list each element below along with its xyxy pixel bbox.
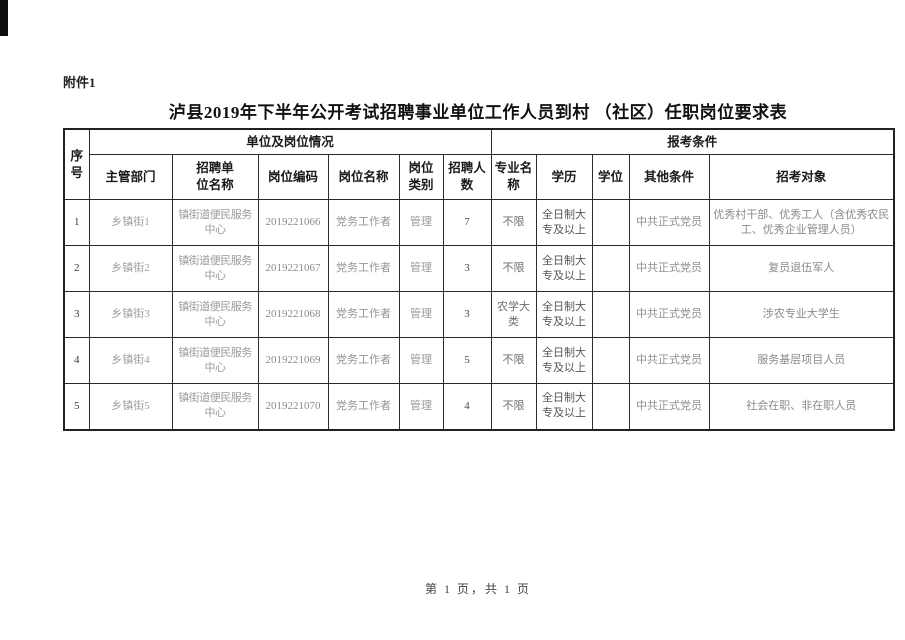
cell-major: 不限 <box>490 337 537 384</box>
col-header-other-conditions: 其他条件 <box>628 154 710 200</box>
cell-cat: 管理 <box>398 337 444 384</box>
col-header-education: 学历 <box>535 154 593 200</box>
col-header-degree: 学位 <box>591 154 630 200</box>
table-row: 3 乡镇街3 镇街道便民服务中心 2019221068 党务工作者 管理 3 农学大类 全日制大… <box>63 291 895 338</box>
cell-edu: 全日制大 专及以上 <box>535 337 593 384</box>
table-row: 2 乡镇街2 镇街道便民服务中心 2019221067 党务工作者 管理 3 不限 全日制大 专… <box>63 245 895 292</box>
cell-edu: 全日制大 专及以上 <box>535 291 593 338</box>
col-header-target-applicants: 招考对象 <box>708 154 895 200</box>
attachment-label: 附件1 <box>63 75 96 90</box>
cell-cat: 管理 <box>398 199 444 246</box>
cell-major: 不限 <box>490 383 537 430</box>
table-row: 5 乡镇街5 镇街道便民服务中心 2019221070 党务工作者 管理 4 不限 全日制大 专… <box>63 383 895 430</box>
col-header-serial: 序 号 <box>63 128 90 200</box>
cell-other: 中共正式党员 <box>628 383 710 430</box>
table-row: 4 乡镇街4 镇街道便民服务中心 2019221069 党务工作者 管理 5 不限 全日制大 专… <box>63 337 895 384</box>
cell-job: 党务工作者 <box>327 291 400 338</box>
page-number: 第 1 页，共 1 页 <box>424 582 531 596</box>
cell-no: 3 <box>63 291 90 338</box>
page-title: 泸县2019年下半年公开考试招聘事业单位工作人员到村 （社区）任职岗位要求表 <box>168 103 788 122</box>
cell-no: 1 <box>63 199 90 246</box>
cell-count: 7 <box>442 199 492 246</box>
col-group-application-conditions: 报考条件 <box>490 128 895 155</box>
cell-degree <box>591 199 630 246</box>
cell-count: 5 <box>442 337 492 384</box>
cell-target: 服务基层项目人员 <box>708 337 895 384</box>
cell-job: 党务工作者 <box>327 245 400 292</box>
col-group-unit-position: 单位及岗位情况 <box>88 128 492 155</box>
cell-edu: 全日制大 专及以上 <box>535 245 593 292</box>
cell-target: 涉农专业大学生 <box>708 291 895 338</box>
cell-other: 中共正式党员 <box>628 245 710 292</box>
cell-unit: 镇街道便民服务中心 <box>171 337 259 384</box>
positions-table: 序 号 单位及岗位情况 报考条件 主管部门 招聘单 位名称 岗位编码 岗位名称 岗位 类… <box>63 128 896 431</box>
cell-code: 2019221070 <box>257 383 329 430</box>
cell-target: 优秀村干部、优秀工人（含优秀农民工、优秀企业管理人员） <box>708 199 895 246</box>
cell-unit: 镇街道便民服务中心 <box>171 383 259 430</box>
col-header-position-name: 岗位名称 <box>327 154 400 200</box>
scan-corner-artifact <box>0 0 8 36</box>
cell-no: 4 <box>63 337 90 384</box>
cell-count: 3 <box>442 291 492 338</box>
cell-cat: 管理 <box>398 245 444 292</box>
cell-edu: 全日制大 专及以上 <box>535 199 593 246</box>
col-header-headcount: 招聘人 数 <box>442 154 492 200</box>
cell-dept: 乡镇街1 <box>88 199 173 246</box>
cell-edu: 全日制大 专及以上 <box>535 383 593 430</box>
cell-cat: 管理 <box>398 291 444 338</box>
cell-count: 3 <box>442 245 492 292</box>
cell-major: 不限 <box>490 245 537 292</box>
cell-major: 农学大类 <box>490 291 537 338</box>
cell-job: 党务工作者 <box>327 383 400 430</box>
cell-degree <box>591 383 630 430</box>
cell-unit: 镇街道便民服务中心 <box>171 245 259 292</box>
cell-dept: 乡镇街4 <box>88 337 173 384</box>
cell-dept: 乡镇街3 <box>88 291 173 338</box>
cell-dept: 乡镇街5 <box>88 383 173 430</box>
cell-unit: 镇街道便民服务中心 <box>171 199 259 246</box>
col-header-position-code: 岗位编码 <box>257 154 329 200</box>
cell-major: 不限 <box>490 199 537 246</box>
table-row: 1 乡镇街1 镇街道便民服务中心 2019221066 党务工作者 管理 7 不限 全日制大 专… <box>63 199 895 246</box>
cell-code: 2019221068 <box>257 291 329 338</box>
cell-dept: 乡镇街2 <box>88 245 173 292</box>
col-header-recruiting-unit: 招聘单 位名称 <box>171 154 259 200</box>
cell-other: 中共正式党员 <box>628 337 710 384</box>
cell-other: 中共正式党员 <box>628 291 710 338</box>
cell-target: 复员退伍军人 <box>708 245 895 292</box>
cell-job: 党务工作者 <box>327 337 400 384</box>
cell-code: 2019221066 <box>257 199 329 246</box>
cell-unit: 镇街道便民服务中心 <box>171 291 259 338</box>
col-header-supervising-dept: 主管部门 <box>88 154 173 200</box>
cell-cat: 管理 <box>398 383 444 430</box>
cell-target: 社会在职、非在职人员 <box>708 383 895 430</box>
cell-degree <box>591 245 630 292</box>
cell-degree <box>591 291 630 338</box>
cell-degree <box>591 337 630 384</box>
cell-code: 2019221067 <box>257 245 329 292</box>
cell-job: 党务工作者 <box>327 199 400 246</box>
cell-code: 2019221069 <box>257 337 329 384</box>
col-header-major: 专业名 称 <box>490 154 537 200</box>
cell-count: 4 <box>442 383 492 430</box>
col-header-position-category: 岗位 类别 <box>398 154 444 200</box>
cell-other: 中共正式党员 <box>628 199 710 246</box>
cell-no: 5 <box>63 383 90 430</box>
cell-no: 2 <box>63 245 90 292</box>
